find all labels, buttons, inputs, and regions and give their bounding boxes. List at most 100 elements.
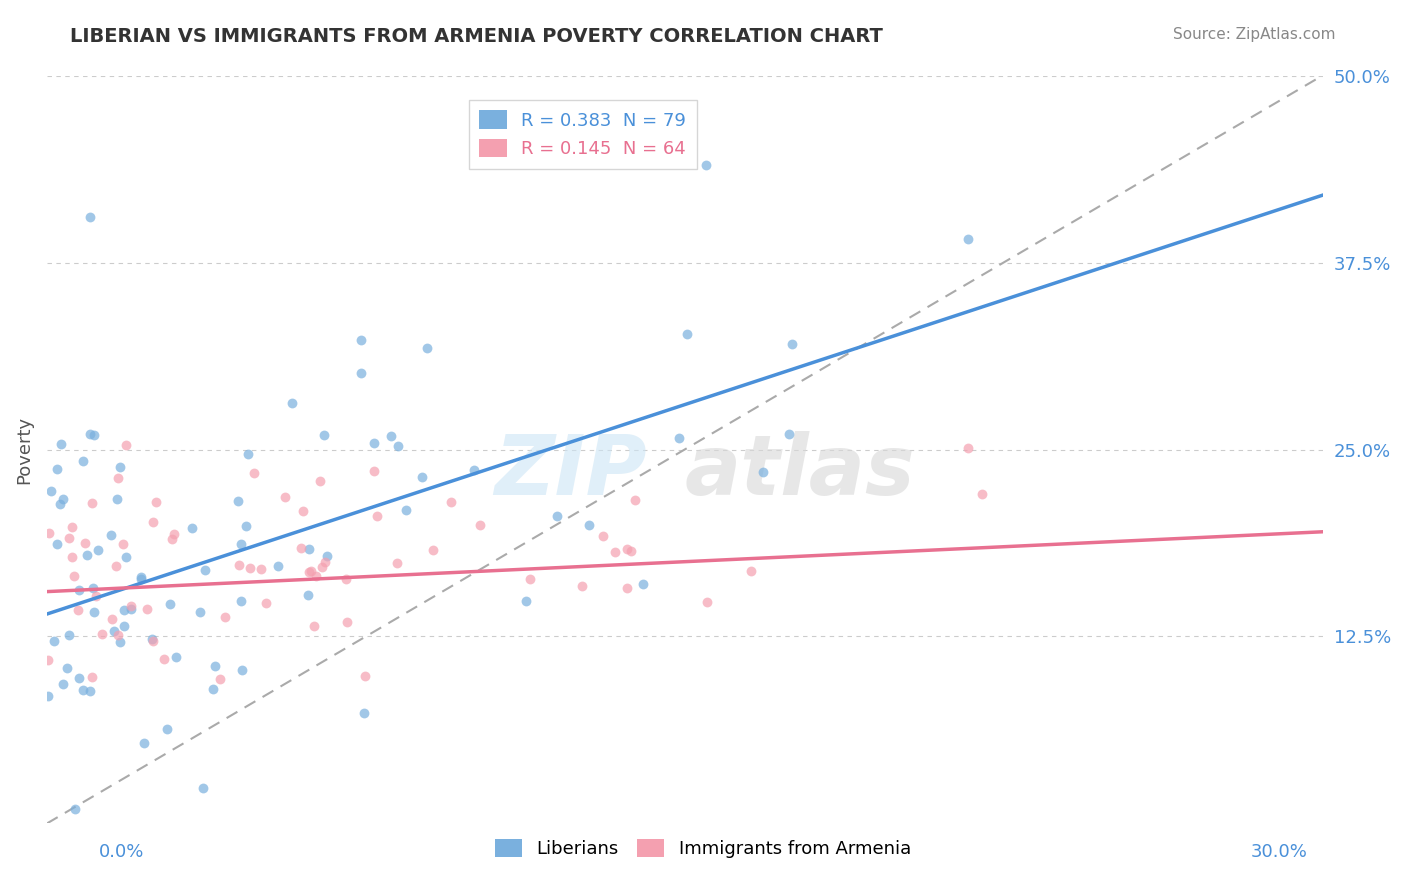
Point [48,497,70,511]
Point [353,706,375,720]
Point [957,232,980,246]
Point [309,474,332,488]
Text: Source: ZipAtlas.com: Source: ZipAtlas.com [1173,27,1336,42]
Point [311,560,333,574]
Point [115,550,138,565]
Point [105,491,128,506]
Point [91,626,114,640]
Point [111,537,134,551]
Point [129,570,152,584]
Point [107,470,129,484]
Point [160,533,183,547]
Point [546,509,568,524]
Point [129,572,152,586]
Point [52,491,75,506]
Point [515,594,537,608]
Point [395,503,418,517]
Point [86,543,108,558]
Point [73,536,96,550]
Point [470,517,492,532]
Point [112,619,135,633]
Point [696,594,718,608]
Point [676,326,699,341]
Text: ZIP: ZIP [494,432,647,512]
Point [58,628,80,642]
Point [163,527,186,541]
Point [72,683,94,698]
Point [380,429,402,443]
Point [45,537,67,551]
Point [350,366,373,380]
Point [114,438,136,452]
Point [620,544,643,558]
Point [120,602,142,616]
Point [80,670,103,684]
Point [108,460,131,475]
Point [208,672,231,686]
Point [214,609,236,624]
Point [519,572,541,586]
Point [366,508,388,523]
Point [63,569,86,583]
Point [363,464,385,478]
Point [110,634,132,648]
Point [72,453,94,467]
Point [616,581,638,595]
Point [231,663,253,677]
Point [463,463,485,477]
Point [55,660,77,674]
Point [52,677,75,691]
Point [191,780,214,795]
Point [82,581,104,595]
Point [44,634,66,648]
Point [39,483,62,498]
Point [100,612,122,626]
Point [181,521,204,535]
Point [141,634,163,648]
Point [314,427,336,442]
Point [100,527,122,541]
Point [695,158,717,172]
Point [957,441,980,455]
Text: 30.0%: 30.0% [1251,843,1308,861]
Point [51,437,73,451]
Point [46,462,69,476]
Point [229,537,252,551]
Point [254,596,277,610]
Point [363,436,385,450]
Text: atlas: atlas [685,432,915,512]
Point [336,615,359,629]
Point [112,603,135,617]
Point [422,543,444,558]
Point [60,520,83,534]
Point [267,558,290,573]
Point [274,490,297,504]
Point [58,532,80,546]
Point [298,566,321,580]
Point [571,578,593,592]
Point [299,564,322,578]
Point [616,542,638,557]
Point [335,572,357,586]
Point [229,594,252,608]
Point [304,619,326,633]
Point [104,558,127,573]
Point [305,568,328,582]
Point [136,602,159,616]
Point [142,516,165,530]
Point [159,597,181,611]
Point [411,470,433,484]
Y-axis label: Poverty: Poverty [15,416,32,483]
Point [84,590,107,604]
Point [314,555,336,569]
Point [250,562,273,576]
Point [83,427,105,442]
Point [440,495,463,509]
Text: 0.0%: 0.0% [98,843,143,861]
Point [132,735,155,749]
Point [165,650,187,665]
Point [67,582,90,597]
Point [79,210,101,224]
Point [63,801,86,815]
Point [242,466,264,480]
